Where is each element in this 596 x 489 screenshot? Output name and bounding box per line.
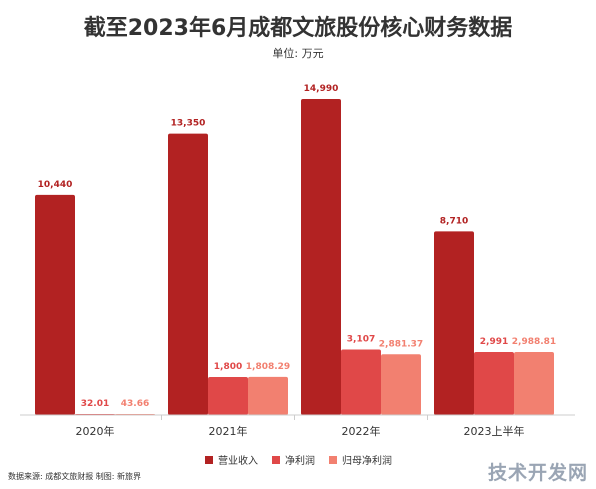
legend-item: 归母净利润 — [329, 452, 392, 467]
data-label-0-3: 8,710 — [440, 216, 468, 226]
x-tick-label-0: 2020年 — [76, 424, 115, 438]
watermark: 技术开发网 — [487, 462, 588, 484]
data-label-0-0: 10,440 — [38, 180, 73, 190]
data-label-2-3: 2,988.81 — [512, 337, 556, 347]
data-label-1-1: 1,800 — [214, 362, 242, 372]
data-label-1-3: 2,991 — [480, 337, 508, 347]
x-tick-label-1: 2021年 — [209, 424, 248, 438]
data-label-2-1: 1,808.29 — [246, 362, 290, 372]
data-label-1-2: 3,107 — [347, 335, 375, 345]
bar-0-3 — [434, 231, 474, 415]
x-tick-label-2: 2022年 — [342, 424, 381, 438]
legend-swatch-net-profit — [272, 455, 280, 464]
legend-swatch-revenue — [205, 455, 213, 464]
bar-1-2 — [341, 349, 381, 415]
bar-chart: 10,440 32.01 43.66 13,350 1,800 1,808.29 14,99… — [20, 84, 575, 438]
data-label-2-0: 43.66 — [121, 399, 149, 409]
bar-0-1 — [168, 133, 208, 415]
data-label-2-2: 2,881.37 — [379, 339, 423, 349]
bar-2-3 — [514, 351, 554, 415]
bar-2-1 — [248, 376, 288, 415]
chart-title: 截至2023年6月成都文旅股份核心财务数据 — [83, 16, 513, 41]
bar-0-2 — [301, 99, 341, 415]
legend-label-net-profit: 净利润 — [285, 456, 315, 467]
bar-1-3 — [474, 351, 514, 415]
legend-item: 营业收入 — [205, 452, 258, 467]
legend-label-revenue: 营业收入 — [218, 456, 258, 467]
bar-0-0 — [35, 194, 75, 415]
legend: 营业收入 净利润 归母净利润 — [205, 452, 392, 467]
bar-1-1 — [208, 377, 248, 415]
x-tick-label-3: 2023上半年 — [464, 424, 525, 438]
legend-item: 净利润 — [272, 452, 315, 467]
data-label-0-1: 13,350 — [171, 119, 206, 129]
chart-subtitle: 单位: 万元 — [272, 47, 324, 60]
legend-swatch-parent-net-profit — [329, 455, 337, 464]
data-label-0-2: 14,990 — [304, 84, 339, 94]
data-source: 数据来源: 成都文旅财报 制图: 新旅界 — [8, 472, 142, 481]
legend-label-parent-net-profit: 归母净利润 — [342, 456, 392, 467]
data-label-1-0: 32.01 — [81, 399, 109, 409]
bar-2-2 — [381, 354, 421, 415]
